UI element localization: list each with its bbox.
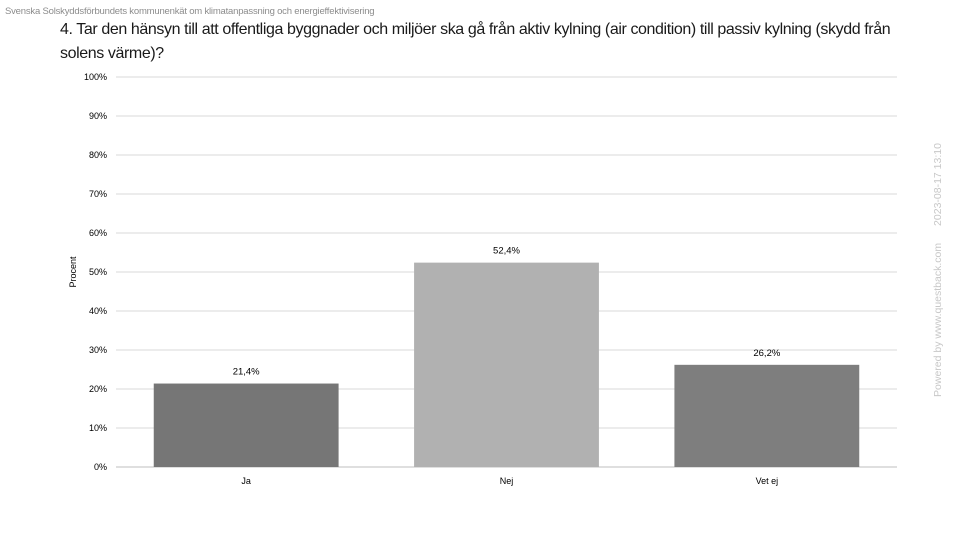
data-label: 26,2% [753,348,780,359]
data-label: 52,4% [493,246,520,257]
y-tick-label: 80% [89,150,107,160]
y-tick-label: 70% [89,189,107,199]
x-axis-ticks: Ja Nej Vet ej [241,476,778,486]
data-label: 21,4% [233,367,260,378]
bars [153,262,860,467]
x-tick-label: Vet ej [756,476,779,486]
y-tick-label: 20% [89,384,107,394]
y-tick-label: 100% [84,72,107,82]
y-tick-label: 30% [89,345,107,355]
data-labels: 21,4% 52,4% 26,2% [233,246,781,378]
y-tick-label: 50% [89,267,107,277]
bar [414,262,599,467]
y-tick-label: 90% [89,111,107,121]
y-axis-ticks: 0% 10% 20% 30% 40% 50% 60% 70% 80% 90% 100% [84,72,107,472]
x-tick-label: Ja [241,476,251,486]
y-tick-label: 0% [94,462,107,472]
timestamp-text: 2023-08-17 13:10 [932,143,944,226]
x-tick-label: Nej [500,476,514,486]
bar [153,383,339,467]
bar [674,364,860,467]
powered-by-text: Powered by www.questback.com [932,242,944,397]
y-axis-label: Procent [68,256,78,288]
y-tick-label: 60% [89,228,107,238]
question-title: 4. Tar den hänsyn till att offentliga by… [60,21,891,62]
y-tick-label: 40% [89,306,107,316]
survey-org-title: Svenska Solskyddsförbundets kommunenkät … [5,6,375,17]
y-tick-label: 10% [89,423,107,433]
